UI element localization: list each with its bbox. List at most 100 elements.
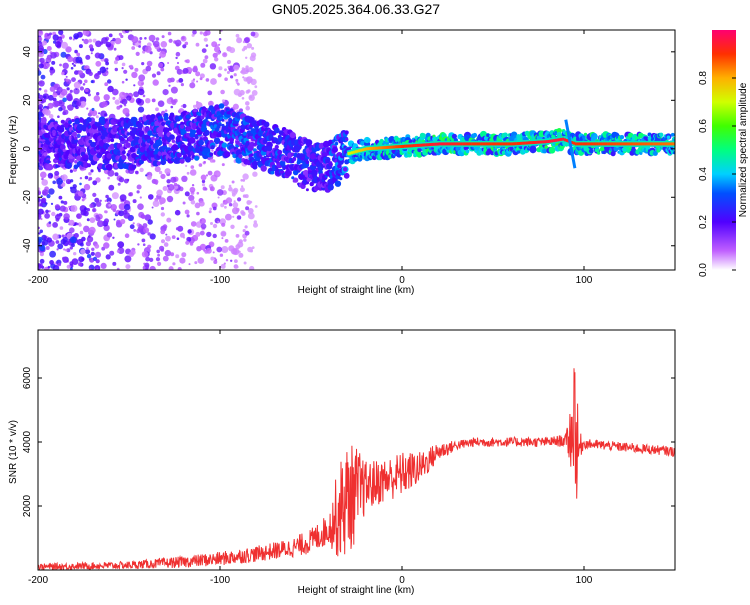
speckle-mark xyxy=(226,71,230,74)
ridge-core-mark xyxy=(412,144,415,148)
speckle-mark xyxy=(203,160,206,164)
speckle-mark xyxy=(62,97,67,103)
ridge-core-mark xyxy=(529,141,532,145)
speckle-mark xyxy=(118,177,125,183)
speckle-mark xyxy=(201,179,206,184)
speckle-mark xyxy=(136,190,140,194)
band-mark xyxy=(51,129,57,135)
speckle-mark xyxy=(251,90,258,96)
speckle-mark xyxy=(121,67,124,70)
band-mark xyxy=(325,159,331,165)
speckle-mark xyxy=(196,101,199,104)
band-mark xyxy=(250,153,254,157)
band-mark xyxy=(58,126,65,133)
speckle-mark xyxy=(211,202,218,209)
band-mark xyxy=(593,134,598,139)
speckle-mark xyxy=(247,212,255,220)
speckle-mark xyxy=(141,238,146,243)
speckle-mark xyxy=(227,65,231,69)
band-mark xyxy=(311,169,318,176)
speckle-mark xyxy=(124,30,130,34)
speckle-mark xyxy=(98,169,101,173)
speckle-mark xyxy=(40,195,43,198)
speckle-mark xyxy=(233,200,236,203)
speckle-mark xyxy=(39,203,43,207)
speckle-mark xyxy=(39,252,45,257)
ridge-core-mark xyxy=(604,142,606,146)
speckle-mark xyxy=(189,242,194,246)
speckle-mark xyxy=(88,71,93,77)
speckle-mark xyxy=(235,33,240,38)
speckle-mark xyxy=(161,35,165,39)
speckle-mark xyxy=(95,73,99,77)
speckle-mark xyxy=(95,115,99,119)
speckle-mark xyxy=(155,257,161,262)
speckle-mark xyxy=(81,38,84,41)
speckle-mark xyxy=(124,233,130,238)
speckle-mark xyxy=(175,56,178,60)
speckle-mark xyxy=(38,80,45,87)
speckle-mark xyxy=(242,179,246,182)
speckle-mark xyxy=(38,103,44,109)
ridge-core-mark xyxy=(609,142,612,146)
band-mark xyxy=(73,138,79,144)
speckle-mark xyxy=(154,166,161,173)
speckle-mark xyxy=(92,180,98,186)
ridge-core-mark xyxy=(516,142,519,146)
speckle-mark xyxy=(85,241,91,247)
band-mark xyxy=(146,114,152,120)
speckle-mark xyxy=(85,249,91,255)
speckle-mark xyxy=(175,51,181,57)
speckle-mark xyxy=(175,254,180,259)
speckle-mark xyxy=(69,236,77,244)
speckle-mark xyxy=(63,200,68,205)
ridge-core-mark xyxy=(585,142,588,146)
speckle-mark xyxy=(145,267,149,270)
band-mark xyxy=(60,119,65,124)
speckle-mark xyxy=(39,229,43,234)
speckle-mark xyxy=(107,169,115,177)
band-mark xyxy=(277,149,283,155)
speckle-mark xyxy=(123,201,126,204)
speckle-mark xyxy=(137,243,140,246)
ridge-core-mark xyxy=(602,142,605,146)
speckle-mark xyxy=(167,77,173,83)
speckle-mark xyxy=(164,249,172,257)
ridge-core-mark xyxy=(625,142,628,146)
speckle-mark xyxy=(208,210,212,214)
band-mark xyxy=(129,146,136,153)
speckle-mark xyxy=(116,267,120,270)
speckle-mark xyxy=(73,252,77,256)
band-mark xyxy=(147,130,153,136)
speckle-mark xyxy=(160,206,165,211)
speckle-mark xyxy=(144,37,147,40)
band-mark xyxy=(417,151,422,157)
speckle-mark xyxy=(213,260,218,264)
speckle-mark xyxy=(240,179,243,182)
ridge-core-mark xyxy=(616,142,619,146)
speckle-mark xyxy=(40,74,46,80)
top-y-tick-label: 20 xyxy=(22,94,33,106)
speckle-mark xyxy=(119,91,126,99)
top-x-tick-label: -100 xyxy=(210,275,230,286)
ridge-core-mark xyxy=(407,144,410,148)
band-mark xyxy=(214,104,221,111)
speckle-mark xyxy=(99,199,102,202)
speckle-mark xyxy=(129,64,133,69)
colorbar-tick-label: 0.8 xyxy=(698,71,709,85)
speckle-mark xyxy=(38,187,41,191)
band-mark xyxy=(48,137,54,143)
bottom-x-tick-label: 0 xyxy=(399,575,405,586)
speckle-mark xyxy=(226,59,232,65)
speckle-mark xyxy=(48,221,52,224)
top-x-tick-label: 0 xyxy=(399,275,405,286)
speckle-mark xyxy=(230,224,235,229)
colorbar-tick-label: 0.0 xyxy=(698,263,709,277)
speckle-mark xyxy=(170,105,174,109)
band-mark xyxy=(273,127,280,134)
speckle-mark xyxy=(119,194,127,202)
band-mark xyxy=(110,138,115,143)
speckle-mark xyxy=(149,265,156,270)
speckle-mark xyxy=(120,218,126,225)
